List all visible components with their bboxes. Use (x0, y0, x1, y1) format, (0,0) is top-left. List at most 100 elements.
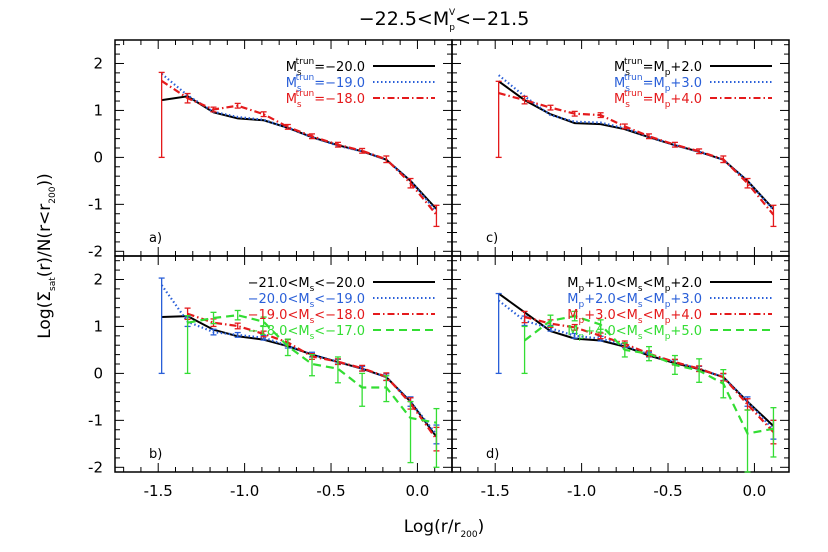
legend-text-sub: s (310, 300, 315, 310)
chart-title: −22.5<MpV<−21.5 (359, 8, 530, 33)
panel-b: -1.5 -1.0 -0.5 0.0-2-1012b)−21.0<Ms<−20.0−2… (88, 255, 453, 500)
legend-text-sub: p (578, 332, 584, 342)
legend-text-post: <−17.0 (314, 324, 365, 339)
legend-text-post: +1.0<M (584, 276, 638, 291)
y-tick-label: 2 (93, 54, 103, 72)
legend-text-sup: trun (624, 73, 643, 83)
legend-text-post: =M (643, 60, 665, 75)
y-tick-label: 0 (93, 364, 103, 382)
ylabel-post: )) (35, 173, 55, 186)
legend-text-pre: M (614, 76, 625, 91)
legend-text-pre: M (286, 76, 297, 91)
y-tick-label: -1 (88, 195, 103, 213)
legend-text-sub2: s (638, 300, 643, 310)
legend-entry-blue: Mp+2.0<Ms<Mp+3.0 (567, 292, 702, 310)
legend-text-sub2: s (638, 284, 643, 294)
legend-text-sub2: s (638, 332, 643, 342)
legend-text-post: =−19.0 (314, 76, 365, 91)
xlabel-post: ) (478, 517, 485, 537)
ylabel-sub2: 200 (48, 186, 58, 203)
panel-label: c) (486, 231, 498, 246)
legend-text-sub: s (310, 316, 315, 326)
series-line-blue (498, 74, 775, 211)
xlabel-pre: Log(r/r (404, 517, 461, 537)
legend-text-pre: M (614, 92, 625, 107)
legend-text-post3: +2.0 (670, 276, 702, 291)
legend-text-post: =M (643, 92, 665, 107)
x-tick-label: -1.5 (144, 482, 173, 500)
x-tick-label: -0.5 (653, 482, 682, 500)
legend-entry-blue: Mstrun=Mp+3.0 (614, 73, 702, 94)
legend-text-post: +4.0<M (584, 324, 638, 339)
legend-entry-black: Mstrun=−20.0 (286, 57, 365, 78)
ylabel-sub1: sat (48, 277, 58, 291)
legend-text-sub3: p (665, 300, 671, 310)
legend-text-sup: trun (296, 73, 315, 83)
legend-entry-red: Mstrun=−18.0 (286, 89, 365, 110)
legend-text-pre: M (286, 92, 297, 107)
legend-text-post: =M (643, 76, 665, 91)
x-tick-label: -0.5 (316, 482, 345, 500)
legend-entry-green: Mp+4.0<Ms<Mp+5.0 (567, 324, 702, 342)
legend-text-sub: s (625, 84, 630, 94)
legend-text-post2: <M (643, 276, 665, 291)
legend-text-sup: trun (296, 57, 315, 67)
legend-text-sub: s (310, 284, 315, 294)
legend-entry-black: Mp+1.0<Ms<Mp+2.0 (567, 276, 702, 294)
ylabel-pre: Log(Σ (35, 291, 55, 339)
legend-text-sub: s (625, 100, 630, 110)
legend-text-sub: s (297, 100, 302, 110)
panel-label: a) (149, 231, 162, 246)
legend-text-post: =−18.0 (314, 92, 365, 107)
legend-text-sub: p (578, 300, 584, 310)
legend-text-post3: +3.0 (670, 292, 702, 307)
legend-text-post2: +3.0 (670, 76, 702, 91)
legend-text-post: +3.0<M (584, 308, 638, 323)
legend-text-sub: p (578, 316, 584, 326)
x-tick-label: 0.0 (406, 482, 430, 500)
legend-entry-green: −18.0<Ms<−17.0 (248, 324, 365, 342)
panel-label: b) (149, 447, 162, 462)
x-tick-label: 0.0 (743, 482, 767, 500)
legend-text-post3: +4.0 (670, 308, 702, 323)
legend-entry-black: −21.0<Ms<−20.0 (248, 276, 365, 294)
y-tick-label: 1 (93, 317, 103, 335)
legend-entry-blue: −20.0<Ms<−19.0 (248, 292, 365, 310)
legend-text-sub: s (297, 68, 302, 78)
legend-entry-black: Mstrun=Mp+2.0 (614, 57, 702, 78)
legend-text-sub: s (625, 68, 630, 78)
panel-d: -1.5 -1.0 -0.5 0.0d)Mp+1.0<Ms<Mp+2.0Mp+2.0<… (451, 255, 790, 500)
x-axis-title: Log(r/r200) (404, 517, 485, 540)
y-tick-label: -1 (88, 411, 103, 429)
legend-text-pre: M (286, 60, 297, 75)
panel-c: c)Mstrun=Mp+2.0Mstrun=Mp+3.0Mstrun=Mp+4.… (451, 39, 790, 257)
legend-text-pre: −21.0<M (248, 276, 310, 291)
legend-text-pre: −20.0<M (248, 292, 310, 307)
series-line-red (161, 79, 438, 216)
y-axis-title: Log(Σsat(r)/N(r<r200)) (35, 173, 58, 339)
legend-text-post2: <M (643, 292, 665, 307)
series-line-green (187, 314, 437, 424)
legend-text-sub3: p (665, 316, 671, 326)
legend-text-sup: trun (624, 89, 643, 99)
legend-text-pre: −18.0<M (248, 324, 310, 339)
legend-text-pre: M (614, 60, 625, 75)
legend-text-sub: s (310, 332, 315, 342)
legend-entry-red: Mstrun=Mp+4.0 (614, 89, 702, 110)
title-text-pre: −22.5<M (359, 8, 450, 30)
series-line-red (498, 92, 775, 216)
legend-text-sup: trun (296, 89, 315, 99)
legend-entry-red: −19.0<Ms<−18.0 (248, 308, 365, 326)
y-tick-label: 1 (93, 101, 103, 119)
legend-text-post2: <M (643, 308, 665, 323)
legend-text-sub2: p (665, 100, 671, 110)
legend-text-pre: −19.0<M (248, 308, 310, 323)
legend-text-pre: M (567, 324, 578, 339)
legend-text-sub2: p (665, 84, 671, 94)
y-tick-label: 0 (93, 148, 103, 166)
legend-text-sub: p (578, 284, 584, 294)
panel-a: -2-1012a)Mstrun=−20.0Mstrun=−19.0Mstrun=… (88, 39, 453, 260)
legend-text-sub3: p (665, 284, 671, 294)
